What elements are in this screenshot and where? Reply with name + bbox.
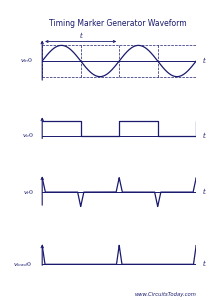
Text: t: t <box>79 32 82 40</box>
Text: Timing Marker Generator Waveform: Timing Marker Generator Waveform <box>49 20 187 28</box>
Text: $v_{load}$0: $v_{load}$0 <box>13 260 31 269</box>
Text: t: t <box>203 132 206 140</box>
Text: www.CircuitsToday.com: www.CircuitsToday.com <box>134 292 196 297</box>
Text: t: t <box>203 260 206 268</box>
Text: $v_{in}$0: $v_{in}$0 <box>20 57 34 65</box>
Text: t: t <box>203 57 206 65</box>
Text: t: t <box>203 188 206 196</box>
Text: $v_o$0: $v_o$0 <box>22 131 34 140</box>
Text: $v_r$0: $v_r$0 <box>23 188 34 196</box>
